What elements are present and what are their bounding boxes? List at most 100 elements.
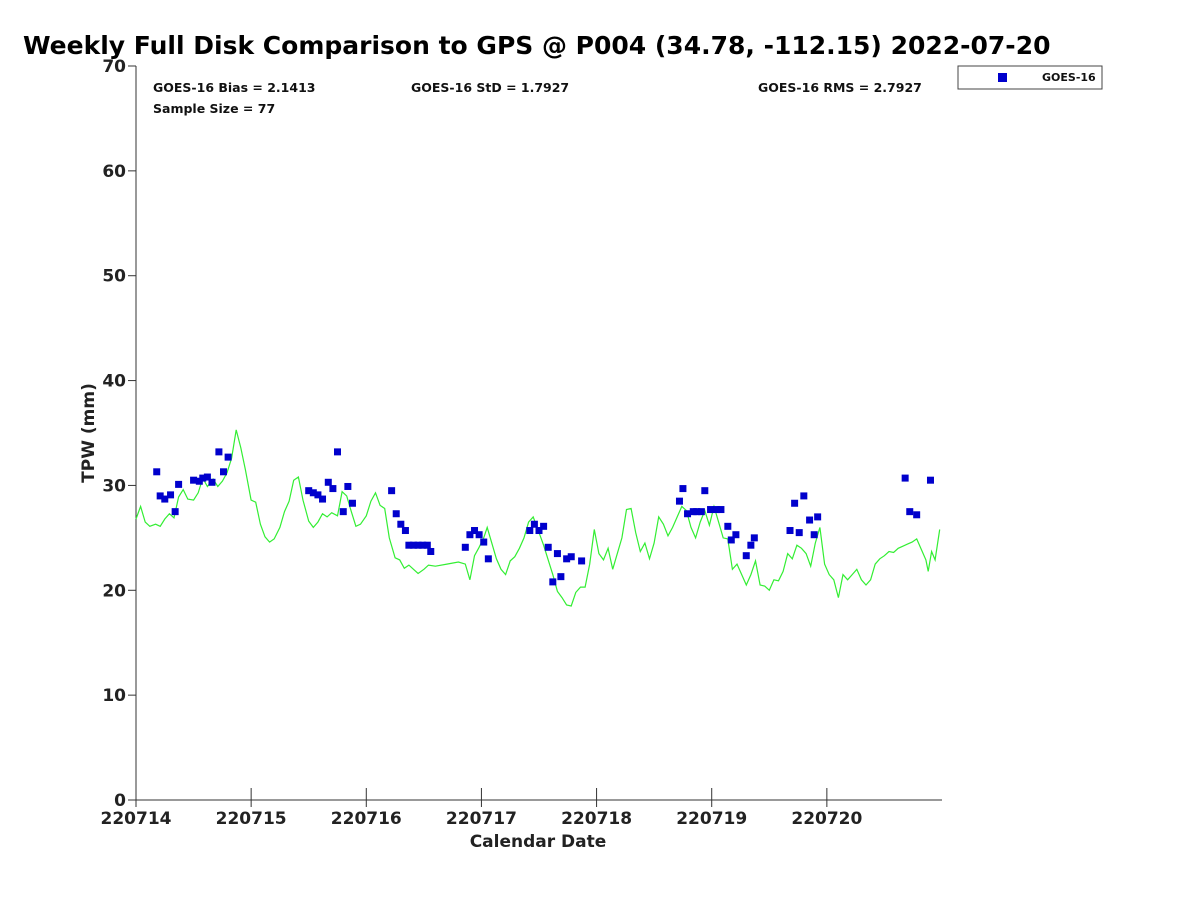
goes-16-point: [401, 527, 409, 535]
goes-16-point: [153, 468, 161, 476]
goes-16-point: [190, 476, 198, 484]
y-tick-label: 10: [102, 686, 126, 706]
goes-16-point: [484, 555, 492, 563]
goes-16-point: [466, 531, 474, 539]
goes-16-point: [171, 508, 179, 516]
y-tick-label: 0: [114, 791, 126, 811]
goes-16-point: [208, 478, 216, 486]
legend-box: [957, 65, 1103, 90]
plot-frame: [135, 66, 942, 801]
y-tick-label: 60: [102, 162, 126, 182]
goes-16-point: [409, 541, 417, 549]
goes-16-point: [732, 531, 740, 539]
goes-16-point: [913, 511, 921, 519]
x-tick-label: 220719: [676, 809, 747, 829]
goes-16-point: [199, 474, 207, 482]
goes-16-point: [427, 547, 435, 555]
goes-16-point: [471, 527, 479, 535]
goes-16-point: [906, 508, 914, 516]
goes-16-point: [544, 543, 552, 551]
goes-16-point: [557, 573, 565, 581]
goes-16-point: [339, 508, 347, 516]
goes-16-point: [712, 506, 720, 514]
y-tick-label: 70: [102, 57, 126, 77]
x-tick-label: 220716: [331, 809, 402, 829]
bias-stat: GOES-16 Bias = 2.1413: [153, 80, 315, 95]
legend-marker-goes-16: [998, 73, 1007, 82]
goes-16-point: [309, 489, 317, 497]
goes-16-point: [419, 541, 427, 549]
goes-16-point: [697, 508, 705, 516]
x-axis-ticks: 220714 220715 220716 220717 220718 220719 2207…: [101, 788, 863, 829]
goes-16-point: [553, 550, 561, 558]
goes-16-point: [701, 487, 709, 495]
goes-16-point: [224, 453, 232, 461]
legend-label-goes-16: GOES-16: [1042, 71, 1096, 84]
goes-16-point: [717, 506, 725, 514]
goes-16-point: [397, 520, 405, 528]
goes-16-point: [314, 491, 322, 499]
goes-16-point: [750, 534, 758, 542]
goes-16-point: [567, 553, 575, 561]
goes-16-point: [348, 499, 356, 507]
goes-16-point: [480, 538, 488, 546]
rms-stat: GOES-16 RMS = 2.7927: [758, 80, 922, 95]
std-stat: GOES-16 StD = 1.7927: [411, 80, 569, 95]
y-axis-label: TPW (mm): [79, 383, 99, 483]
goes-16-point: [461, 543, 469, 551]
goes-16-point: [423, 541, 431, 549]
goes-16-point: [549, 578, 557, 586]
sample-size-stat: Sample Size = 77: [153, 101, 275, 116]
goes-16-point: [319, 495, 327, 503]
goes-16-point: [806, 516, 814, 524]
goes-16-point: [707, 506, 715, 514]
goes-16-point: [901, 474, 909, 482]
goes-16-point: [679, 485, 687, 493]
goes-16-point: [540, 522, 548, 530]
goes-16-point: [392, 510, 400, 518]
x-tick-label: 220714: [101, 809, 172, 829]
goes-16-point: [693, 508, 701, 516]
y-tick-label: 30: [102, 476, 126, 496]
goes-16-point: [926, 476, 934, 484]
goes-16-point: [724, 522, 732, 530]
goes-16-point: [530, 520, 538, 528]
goes-16-point: [526, 527, 534, 535]
goes-16-point: [175, 480, 183, 488]
y-axis-ticks: 0 10 20 30 40 50 60 70: [102, 57, 136, 811]
goes-16-point: [215, 448, 223, 456]
goes-16-point: [810, 531, 818, 539]
goes-16-point: [578, 557, 586, 565]
goes-16-point: [800, 492, 808, 500]
goes-16-point: [334, 448, 341, 456]
x-tick-label: 220717: [446, 809, 517, 829]
goes-16-point: [388, 487, 396, 495]
y-tick-label: 20: [102, 581, 126, 601]
goes-16-point: [563, 555, 571, 563]
goes-16-point: [814, 513, 822, 521]
x-tick-label: 220715: [216, 809, 287, 829]
goes-16-point: [535, 527, 543, 535]
goes-16-point: [344, 482, 352, 490]
goes-16-point: [747, 541, 755, 549]
x-tick-label: 220720: [791, 809, 862, 829]
legend: GOES-16: [957, 65, 1103, 90]
goes-16-point: [329, 485, 337, 493]
goes-16-point: [684, 510, 692, 518]
goes-16-point: [405, 541, 413, 549]
x-axis-label: Calendar Date: [470, 832, 607, 852]
goes-16-point: [795, 529, 803, 537]
goes-16-series: [153, 448, 934, 586]
chart-title: Weekly Full Disk Comparison to GPS @ P00…: [23, 31, 1050, 60]
goes-16-point: [742, 552, 750, 560]
x-tick-label: 220718: [561, 809, 632, 829]
goes-16-point: [414, 541, 422, 549]
goes-16-point: [475, 531, 483, 539]
goes-16-point: [161, 495, 169, 503]
goes-16-point: [727, 536, 735, 544]
goes-16-point: [675, 497, 683, 505]
y-tick-label: 40: [102, 372, 126, 392]
goes-16-point: [324, 478, 332, 486]
y-tick-label: 50: [102, 267, 126, 287]
